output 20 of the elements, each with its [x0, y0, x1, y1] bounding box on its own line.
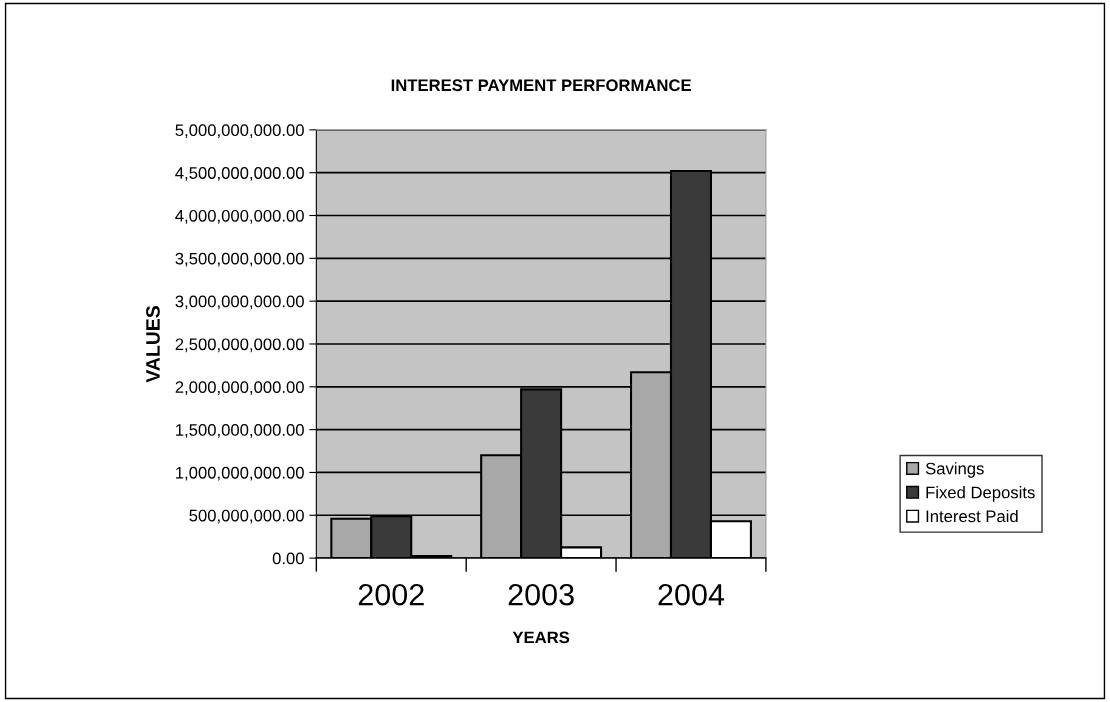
- y-tick-label: 3,500,000,000.00: [175, 252, 304, 267]
- legend-label: Interest Paid: [926, 509, 1018, 523]
- chart-title: INTEREST PAYMENT PERFORMANCE: [391, 79, 691, 92]
- y-tick-label: 3,000,000,000.00: [175, 295, 304, 310]
- x-axis-title: YEARS: [512, 631, 570, 644]
- y-tick-label: 4,500,000,000.00: [175, 167, 304, 181]
- y-axis-title: VALUES: [146, 306, 160, 383]
- y-tick-label: 0.00: [272, 552, 304, 565]
- y-tick-label: 4,000,000,000.00: [175, 209, 304, 224]
- legend-label: Savings: [925, 462, 984, 478]
- x-tick-label: 2004: [658, 583, 725, 606]
- y-tick-label: 2,000,000,000.00: [175, 381, 304, 395]
- y-tick-label: 5,000,000,000.00: [175, 124, 304, 139]
- y-tick-label: 1,500,000,000.00: [176, 424, 304, 438]
- x-tick-label: 2003: [508, 583, 574, 606]
- y-tick-label: 500,000,000.00: [189, 509, 304, 524]
- y-tick-label: 2,500,000,000.00: [175, 338, 304, 353]
- y-tick-label: 1,000,000,000.00: [176, 466, 304, 481]
- x-tick-label: 2002: [358, 583, 424, 606]
- legend-label: Fixed Deposits: [926, 486, 1035, 502]
